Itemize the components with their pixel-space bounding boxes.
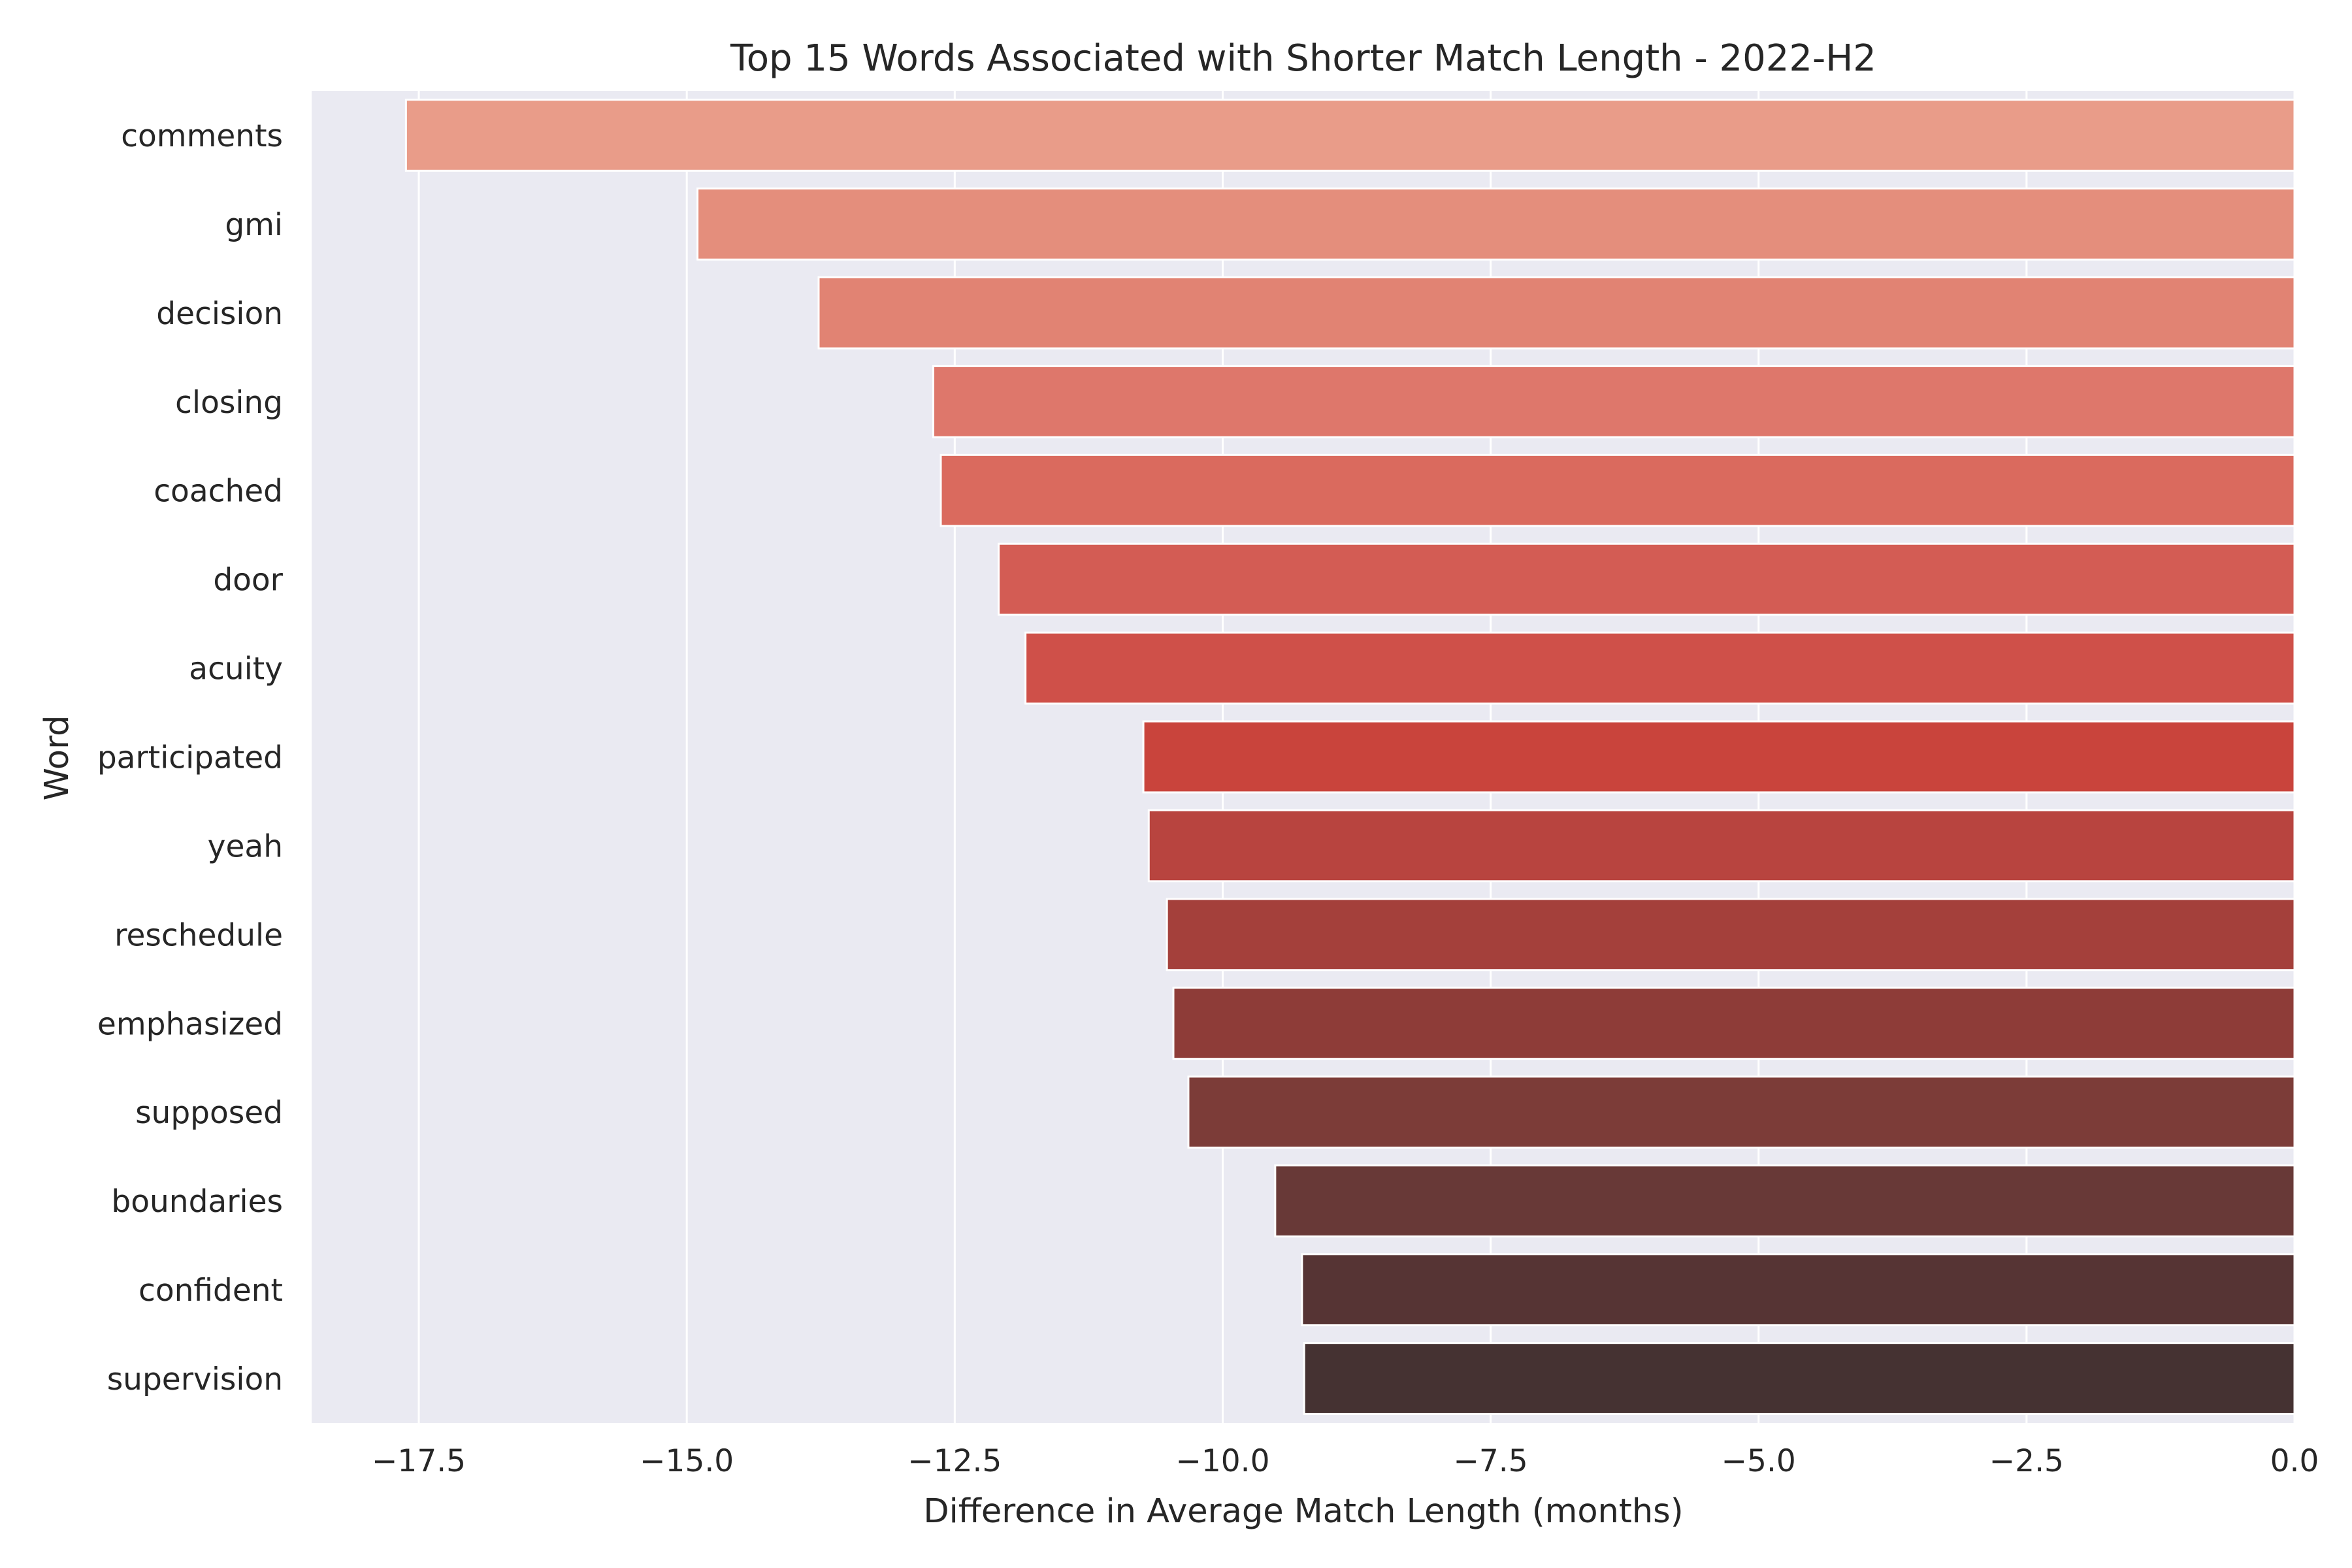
x-axis-label: Difference in Average Match Length (mont…	[923, 1492, 1683, 1531]
bar-yeah	[1147, 809, 2296, 883]
y-tick-label: supervision	[107, 1362, 283, 1397]
x-tick-labels: −17.5 −15.0 −12.5 −10.0 −7.5 −5.0 −2.5 0.0	[372, 1443, 2319, 1479]
bar-confident	[1301, 1253, 2296, 1326]
bar-gmi	[696, 188, 2296, 261]
x-tick-label: −10.0	[1175, 1443, 1269, 1479]
bar-acuity	[1024, 631, 2296, 705]
y-tick-label: closing	[175, 385, 283, 421]
bars	[404, 99, 2296, 1415]
bar-participated	[1142, 720, 2296, 794]
y-tick-label: gmi	[225, 207, 283, 243]
x-tick-label: −15.0	[640, 1443, 734, 1479]
y-tick-label: supposed	[135, 1095, 283, 1131]
bar-comments	[404, 99, 2296, 172]
chart-title: Top 15 Words Associated with Shorter Mat…	[730, 37, 1876, 80]
x-tick-label: −12.5	[907, 1443, 1002, 1479]
y-tick-labels: comments gmi decision closing coached door acu…	[97, 118, 284, 1397]
x-tick-label: −17.5	[372, 1443, 466, 1479]
y-axis-label: Word	[38, 715, 76, 800]
y-tick-label: confident	[139, 1273, 283, 1309]
bar-decision	[817, 276, 2296, 350]
y-tick-label: boundaries	[111, 1184, 283, 1220]
x-tick-label: 0.0	[2270, 1443, 2319, 1479]
y-tick-label: coached	[154, 474, 283, 510]
y-tick-label: reschedule	[114, 917, 283, 953]
y-tick-label: comments	[121, 118, 283, 154]
y-tick-label: acuity	[189, 651, 283, 687]
y-tick-label: decision	[156, 296, 283, 332]
x-tick-label: −2.5	[1989, 1443, 2064, 1479]
bar-supposed	[1187, 1075, 2296, 1149]
bar-supervision	[1303, 1342, 2296, 1415]
x-tick-label: −7.5	[1454, 1443, 1528, 1479]
bar-coached	[939, 453, 2296, 527]
y-tick-label: yeah	[208, 828, 283, 864]
bar-boundaries	[1274, 1164, 2296, 1238]
y-tick-label: participated	[97, 740, 283, 776]
bar-closing	[932, 365, 2296, 438]
bar-reschedule	[1166, 898, 2296, 972]
bar-emphasized	[1172, 987, 2296, 1060]
bar-door	[998, 542, 2296, 616]
y-tick-label: door	[213, 563, 283, 598]
y-tick-label: emphasized	[97, 1006, 283, 1042]
x-tick-label: −5.0	[1722, 1443, 1796, 1479]
